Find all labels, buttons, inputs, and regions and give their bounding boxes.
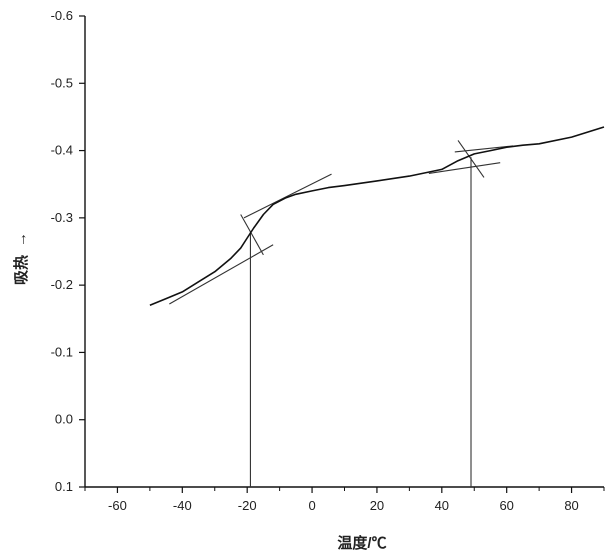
- x-tick-label: 0: [308, 498, 315, 513]
- tangent-line: [240, 214, 264, 256]
- y-axis-ticks: -0.6 -0.5 -0.4 -0.3 -0.2 -0.1 0.0 0.1: [51, 8, 85, 494]
- tangent-line: [454, 145, 514, 153]
- tangent-line: [169, 244, 274, 305]
- y-tick-label: -0.2: [51, 277, 73, 292]
- y-axis-title: 吸热: [12, 255, 30, 285]
- y-tick-label: 0.1: [55, 479, 73, 494]
- tangent-line: [243, 173, 332, 219]
- y-tick-label: -0.1: [51, 344, 73, 359]
- tangent-line: [457, 140, 485, 178]
- x-tick-label: -60: [108, 498, 127, 513]
- y-axis-title-arrow: →: [13, 232, 30, 247]
- x-axis-title: 温度/℃: [337, 534, 386, 552]
- x-tick-label: 60: [499, 498, 513, 513]
- plot-area: [84, 16, 604, 488]
- x-tick-label: -40: [173, 498, 192, 513]
- tangent-line: [428, 162, 501, 174]
- y-tick-label: -0.4: [51, 143, 73, 158]
- tangent-lines: [169, 140, 514, 305]
- y-tick-label: 0.0: [55, 412, 73, 427]
- x-tick-label: 40: [435, 498, 449, 513]
- dsc-curve: [149, 126, 605, 307]
- x-axis-ticks: -60 -40 -20 0 20 40 60 80: [84, 487, 605, 513]
- y-tick-label: -0.6: [51, 8, 73, 23]
- y-tick-label: -0.3: [51, 210, 73, 225]
- x-tick-label: 20: [370, 498, 384, 513]
- y-axis-title-group: 吸热 →: [12, 232, 30, 285]
- transition-markers: [249, 157, 472, 487]
- y-tick-label: -0.5: [51, 75, 73, 90]
- x-tick-label: 80: [564, 498, 578, 513]
- series-group: [149, 126, 605, 307]
- x-tick-label: -20: [238, 498, 257, 513]
